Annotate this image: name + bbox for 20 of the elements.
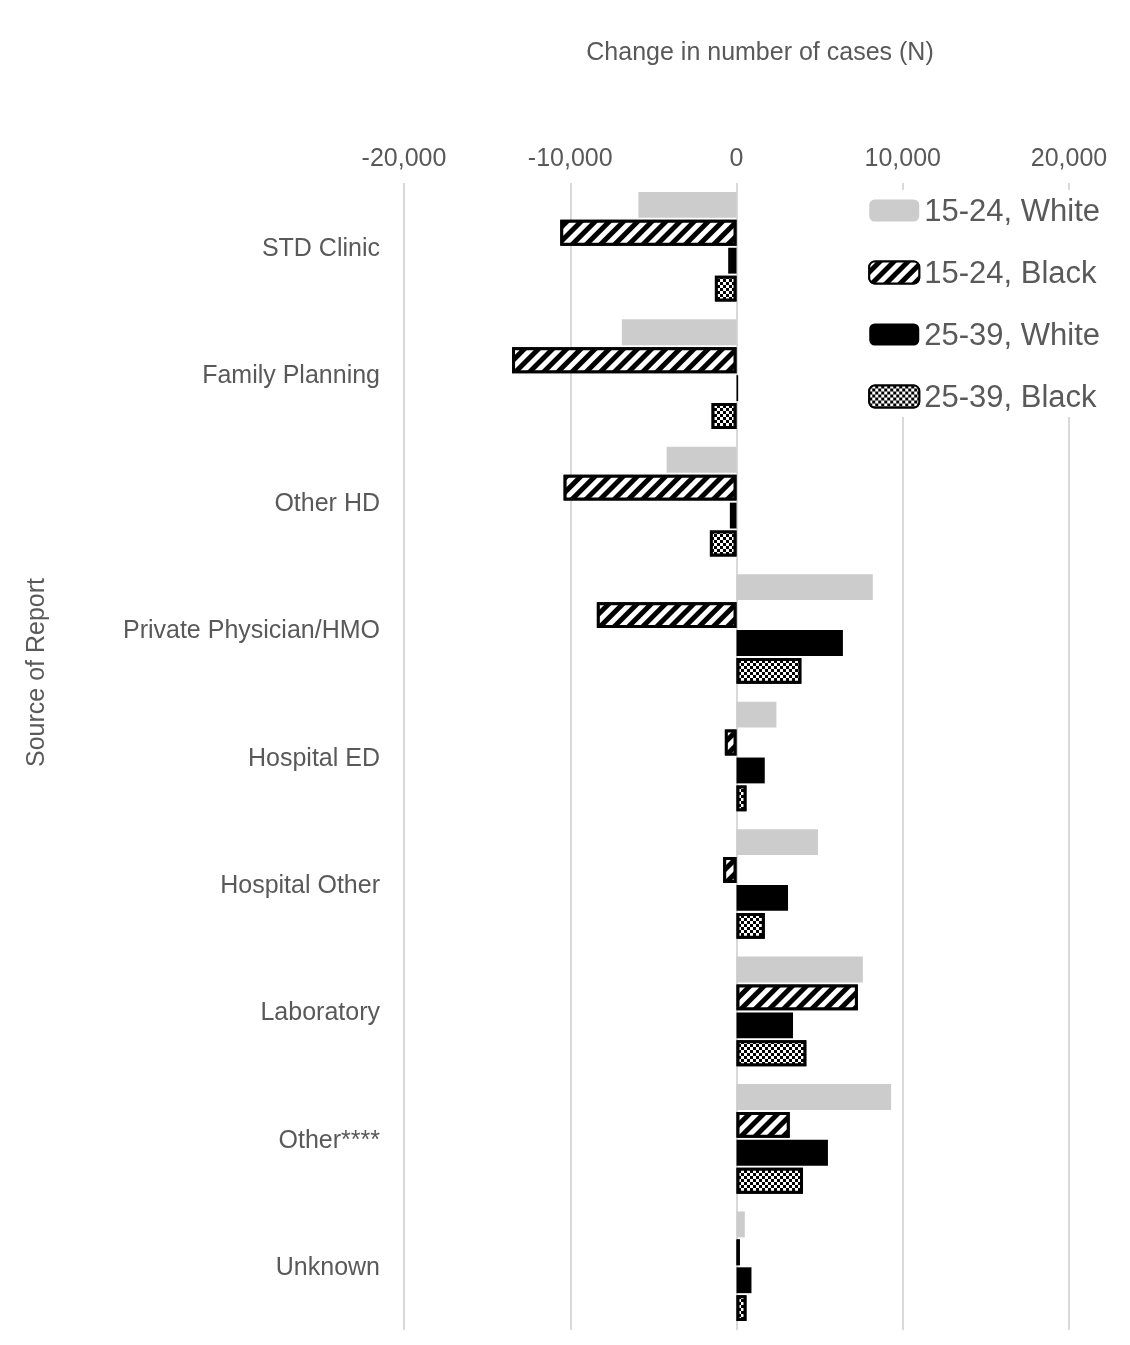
y-tick-label: Laboratory — [260, 997, 381, 1026]
x-tick-label: 20,000 — [1030, 142, 1108, 171]
y-tick-label: Other**** — [278, 1124, 381, 1153]
y-axis-title: Source of Report — [20, 577, 49, 767]
x-tick-label: -10,000 — [527, 142, 613, 171]
x-tick-label: -20,000 — [361, 142, 447, 171]
y-tick-label: Unknown — [275, 1252, 380, 1281]
legend-label: 15-24, White — [924, 193, 1101, 228]
y-tick-label: STD Clinic — [261, 232, 380, 261]
x-tick-label: 10,000 — [864, 142, 941, 171]
legend-label: 25-39, White — [924, 317, 1101, 352]
y-tick-label: Other HD — [274, 487, 380, 516]
legend-label: 25-39, Black — [924, 379, 1098, 414]
y-tick-label: Hospital Other — [220, 869, 380, 898]
legend-label: 15-24, Black — [924, 255, 1098, 290]
y-tick-label: Private Physician/HMO — [122, 615, 380, 644]
x-tick-label: 0 — [729, 142, 744, 171]
y-tick-label: Hospital ED — [248, 742, 380, 771]
y-tick-label: Family Planning — [202, 360, 380, 389]
x-axis-title: Change in number of cases (N) — [586, 36, 934, 65]
